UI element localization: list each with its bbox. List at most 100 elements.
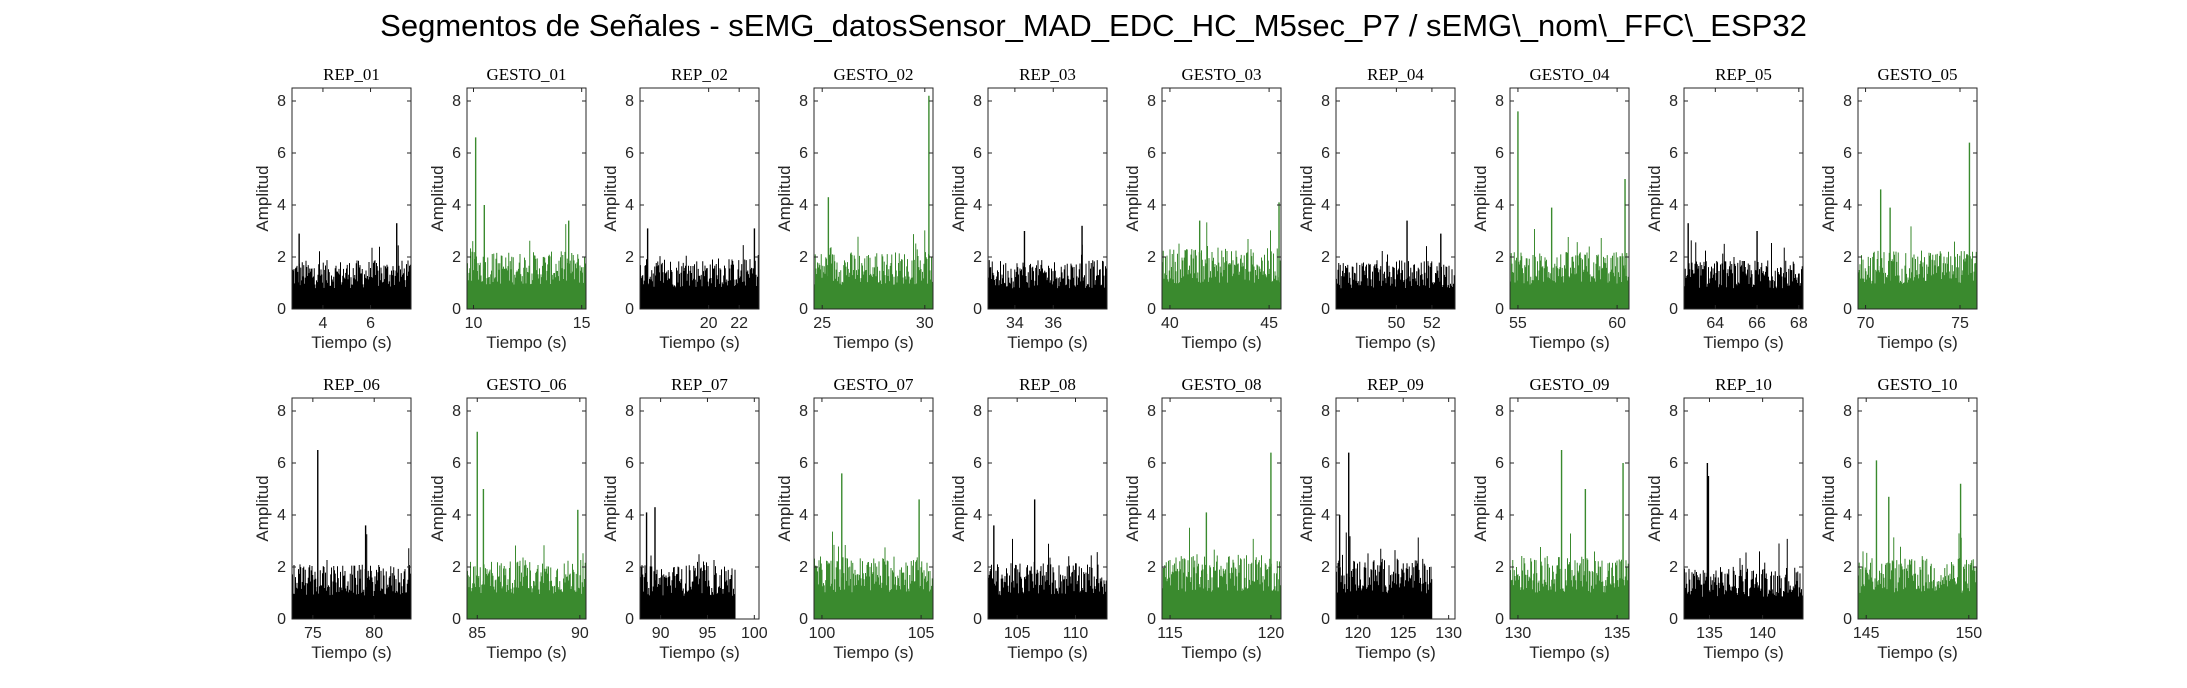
y-tick-label: 0	[625, 301, 634, 318]
subplot-title: GESTO_09	[1530, 375, 1610, 394]
x-axis-label: Tiempo (s)	[1007, 333, 1088, 352]
y-axis-label: Amplitud	[1471, 165, 1490, 231]
subplot-title: GESTO_05	[1878, 65, 1958, 84]
axes-box	[1161, 397, 1282, 620]
y-tick-label: 6	[452, 455, 461, 472]
y-tick-label: 6	[625, 145, 634, 162]
y-tick-label: 4	[973, 197, 982, 214]
subplot-title: GESTO_07	[834, 375, 914, 394]
y-tick-label: 2	[1147, 249, 1156, 266]
y-tick-label: 2	[1495, 559, 1504, 576]
x-tick-label: 120	[1258, 625, 1285, 642]
x-tick-label: 15	[573, 315, 591, 332]
y-tick-label: 8	[1495, 93, 1504, 110]
y-axis-label: Amplitud	[775, 475, 794, 541]
x-tick-label: 36	[1044, 315, 1062, 332]
subplot-title: REP_06	[323, 375, 380, 394]
y-tick-label: 6	[452, 145, 461, 162]
y-tick-label: 8	[1321, 403, 1330, 420]
signal-trace	[1162, 527, 1281, 619]
signal-trace	[467, 545, 586, 619]
x-tick-label: 52	[1423, 315, 1441, 332]
y-tick-label: 2	[1147, 559, 1156, 576]
signal-trace	[988, 244, 1107, 309]
x-tick-label: 64	[1706, 315, 1724, 332]
y-tick-label: 4	[1495, 197, 1504, 214]
y-tick-label: 6	[1321, 145, 1330, 162]
y-tick-label: 6	[277, 145, 286, 162]
y-axis-label: Amplitud	[428, 475, 447, 541]
x-axis-label: Tiempo (s)	[1007, 643, 1088, 662]
y-tick-label: 6	[1669, 145, 1678, 162]
y-tick-label: 0	[452, 611, 461, 628]
y-tick-label: 8	[277, 93, 286, 110]
y-tick-label: 8	[1321, 93, 1330, 110]
axes-box	[466, 87, 587, 310]
signal-trace	[292, 245, 411, 309]
x-tick-label: 70	[1857, 315, 1875, 332]
x-axis-label: Tiempo (s)	[1355, 643, 1436, 662]
y-tick-label: 6	[1147, 455, 1156, 472]
axes-box	[291, 397, 412, 620]
x-tick-label: 55	[1509, 315, 1527, 332]
x-tick-label: 90	[652, 625, 670, 642]
y-tick-label: 0	[1843, 611, 1852, 628]
x-tick-label: 115	[1157, 625, 1183, 642]
y-tick-label: 2	[1321, 249, 1330, 266]
x-tick-label: 100	[809, 625, 836, 642]
y-axis-label: Amplitud	[1123, 165, 1142, 231]
subplot-title: REP_07	[671, 375, 728, 394]
x-axis-label: Tiempo (s)	[659, 643, 740, 662]
axes-box	[1335, 87, 1456, 310]
x-tick-label: 34	[1006, 315, 1024, 332]
y-tick-label: 8	[625, 403, 634, 420]
axes-box	[1857, 397, 1978, 620]
y-tick-label: 0	[625, 611, 634, 628]
subplot-title: REP_04	[1367, 65, 1424, 84]
y-tick-label: 0	[1495, 611, 1504, 628]
x-tick-label: 50	[1387, 315, 1405, 332]
y-tick-label: 0	[1321, 611, 1330, 628]
subplot-title: GESTO_10	[1878, 375, 1958, 394]
y-tick-label: 8	[452, 93, 461, 110]
y-tick-label: 4	[1669, 197, 1678, 214]
y-axis-label: Amplitud	[253, 165, 272, 231]
x-tick-label: 40	[1161, 315, 1179, 332]
y-tick-label: 4	[799, 507, 808, 524]
x-axis-label: Tiempo (s)	[1529, 643, 1610, 662]
axes-box	[987, 397, 1108, 620]
subplot-gesto-01: GESTO_01 0 2 4 6 8 10 15 Tiempo (s) Amplitud	[428, 65, 591, 352]
y-tick-label: 2	[973, 249, 982, 266]
signal-trace	[1336, 246, 1455, 309]
y-tick-label: 2	[625, 249, 634, 266]
y-axis-label: Amplitud	[1471, 475, 1490, 541]
y-tick-label: 4	[452, 507, 461, 524]
y-tick-label: 8	[1147, 403, 1156, 420]
y-tick-label: 2	[973, 559, 982, 576]
subplot-title: REP_03	[1019, 65, 1076, 84]
subplot-title: REP_02	[671, 65, 728, 84]
signal-trace	[1162, 222, 1281, 309]
y-tick-label: 6	[1147, 145, 1156, 162]
axes-box	[1161, 87, 1282, 310]
y-tick-label: 6	[973, 455, 982, 472]
subplot-title: REP_05	[1715, 65, 1772, 84]
y-tick-label: 8	[277, 403, 286, 420]
x-axis-label: Tiempo (s)	[486, 643, 567, 662]
y-tick-label: 2	[452, 559, 461, 576]
y-tick-label: 0	[799, 611, 808, 628]
x-tick-label: 68	[1790, 315, 1808, 332]
y-tick-label: 6	[1495, 455, 1504, 472]
y-axis-label: Amplitud	[1819, 475, 1838, 541]
x-tick-label: 66	[1748, 315, 1766, 332]
y-tick-label: 0	[973, 301, 982, 318]
y-tick-label: 2	[1669, 559, 1678, 576]
